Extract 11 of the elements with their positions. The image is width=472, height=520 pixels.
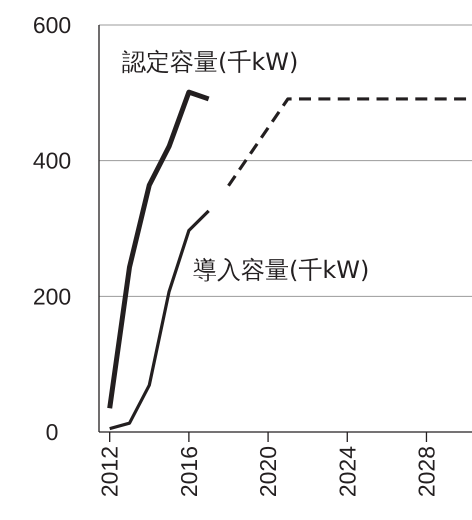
x-tick-label: 2028 <box>413 446 440 498</box>
y-tick-label: 200 <box>32 283 72 310</box>
x-tick-label: 2020 <box>255 446 282 498</box>
series-label: 認定容量(千kW) <box>122 48 298 76</box>
y-tick-label: 600 <box>32 12 72 38</box>
x-tick-label: 2012 <box>96 446 123 498</box>
y-tick-label: 400 <box>32 148 72 174</box>
series-label: 導入容量(千kW) <box>193 256 370 284</box>
x-tick-label: 2024 <box>334 446 360 498</box>
y-tick-label: 0 <box>46 419 58 445</box>
x-tick-label: 2016 <box>176 446 202 498</box>
